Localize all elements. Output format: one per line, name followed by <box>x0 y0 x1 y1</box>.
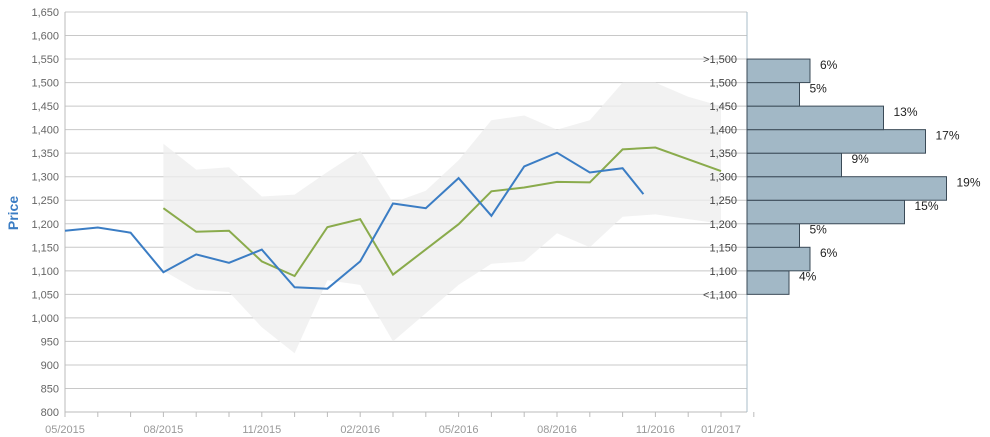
histogram-bar <box>746 199 905 225</box>
y-axis-label: Price <box>5 196 21 230</box>
histogram-bucket-label: 1,300 <box>709 172 737 184</box>
y-tick-label: 1,600 <box>31 31 59 43</box>
target-line <box>162 146 722 278</box>
x-tick-label: 01/2017 <box>701 424 741 436</box>
histogram-percent-label: 6% <box>820 58 838 72</box>
y-tick-label: 1,300 <box>31 172 59 184</box>
y-tick-label: 1,050 <box>31 289 59 301</box>
histogram-percent-label: 4% <box>799 270 817 284</box>
histogram-bucket-label: <1,100 <box>703 289 737 301</box>
histogram-bar <box>746 223 800 248</box>
histogram-bar <box>746 58 811 84</box>
y-axis: 800 850 900 950 1,000 1,050 1,100 1,150 1,200 1,2… <box>31 7 59 419</box>
distribution-histogram: 4%6%5%15%19%9%17%13%5%6%<1,1001,1001,150… <box>703 54 981 301</box>
histogram-percent-label: 15% <box>915 199 939 213</box>
y-tick-label: 950 <box>41 336 59 348</box>
histogram-percent-label: 6% <box>820 246 838 260</box>
y-tick-label: 1,500 <box>31 78 59 90</box>
histogram-percent-label: 5% <box>810 81 828 95</box>
histogram-percent-label: 5% <box>810 223 828 237</box>
y-tick-label: 1,450 <box>31 101 59 113</box>
y-tick-label: 1,400 <box>31 125 59 137</box>
y-tick-label: 1,350 <box>31 148 59 160</box>
histogram-bucket-label: 1,100 <box>709 266 737 278</box>
y-tick-label: 900 <box>41 360 59 372</box>
histogram-percent-label: 13% <box>894 105 918 119</box>
y-tick-label: 1,100 <box>31 266 59 278</box>
x-tick-label: 11/2016 <box>636 424 675 436</box>
histogram-bucket-label: >1,500 <box>703 54 737 66</box>
x-tick-label: 08/2015 <box>144 424 184 436</box>
y-tick-label: 1,550 <box>31 54 59 66</box>
x-tick-label: 11/2015 <box>242 424 281 436</box>
y-tick-label: 1,150 <box>31 242 59 254</box>
x-tick-label: 08/2016 <box>537 424 577 436</box>
histogram-bar <box>746 129 926 154</box>
histogram-bar <box>746 105 884 131</box>
y-tick-label: 850 <box>41 383 59 395</box>
y-tick-label: 1,000 <box>31 313 59 325</box>
histogram-bucket-label: 1,500 <box>709 78 737 90</box>
histogram-bar <box>746 152 842 178</box>
histogram-bar <box>746 82 800 107</box>
y-tick-label: 800 <box>41 407 59 419</box>
y-tick-label: 1,650 <box>31 7 59 19</box>
histogram-percent-label: 17% <box>936 128 960 142</box>
y-tick-label: 1,200 <box>31 219 59 231</box>
histogram-bar <box>746 246 811 272</box>
y-tick-label: 1,250 <box>31 195 59 207</box>
histogram-bucket-label: 1,400 <box>709 125 737 137</box>
histogram-percent-label: 19% <box>957 175 981 189</box>
histogram-percent-label: 9% <box>852 152 870 166</box>
histogram-bucket-label: 1,450 <box>709 101 737 113</box>
x-tick-label: 05/2015 <box>45 424 85 436</box>
histogram-bucket-label: 1,200 <box>709 219 737 231</box>
histogram-bucket-label: 1,350 <box>709 148 737 160</box>
histogram-bucket-label: 1,250 <box>709 195 737 207</box>
x-tick-label: 05/2016 <box>439 424 479 436</box>
histogram-bar <box>746 176 947 201</box>
target-range-band <box>163 82 721 354</box>
price-line <box>64 151 645 290</box>
histogram-bar <box>746 270 790 295</box>
x-tick-label: 02/2016 <box>340 424 380 436</box>
histogram-bucket-label: 1,150 <box>709 242 737 254</box>
